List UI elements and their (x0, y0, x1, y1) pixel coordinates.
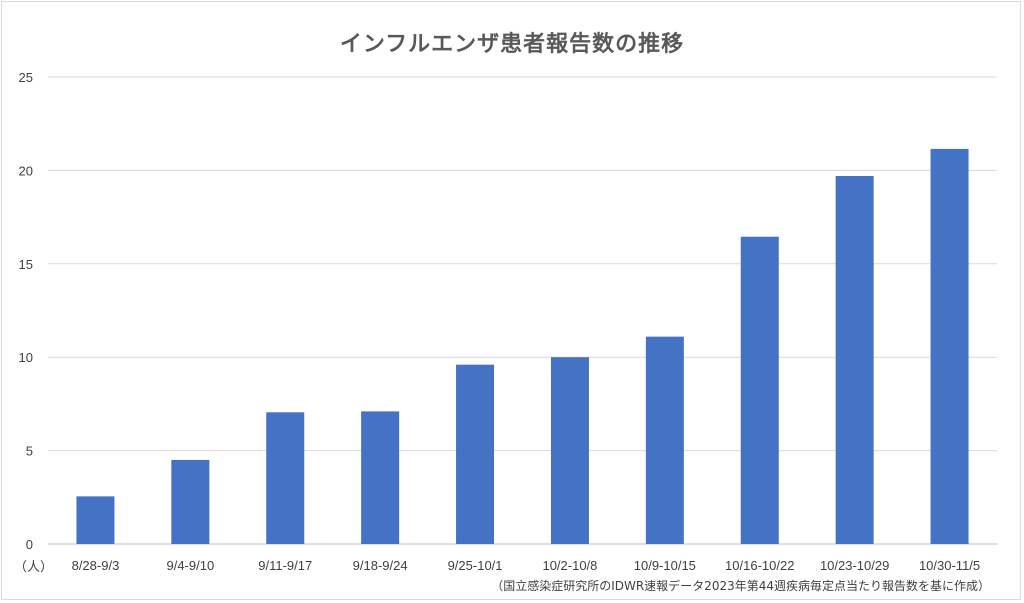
y-axis-tick-labels: 0 5 10 15 20 25 (19, 70, 33, 552)
y-tick-label: 15 (19, 257, 33, 272)
bar (645, 336, 684, 544)
x-tick-label: 10/16-10/22 (725, 558, 794, 573)
bar (930, 148, 969, 544)
bar (76, 496, 115, 544)
chart-title: インフルエンザ患者報告数の推移 (339, 32, 685, 57)
bars (76, 148, 969, 545)
x-tick-label: 10/2-10/8 (542, 558, 597, 573)
y-axis-unit-label: （人） (14, 560, 53, 575)
x-tick-label: 9/25-10/1 (448, 558, 503, 573)
y-tick-label: 5 (26, 444, 33, 459)
bar (550, 357, 589, 544)
x-axis-tick-labels: 8/28-9/3 9/4-9/10 9/11-9/17 9/18-9/24 9/25-1… (72, 558, 981, 573)
x-tick-label: 10/30-11/5 (919, 558, 980, 573)
bar (266, 412, 305, 544)
source-note: （国立感染症研究所のIDWR速報データ2023年第44週疾病毎定点当たり報告数を… (491, 579, 990, 593)
y-tick-label: 0 (26, 537, 33, 552)
x-tick-label: 10/23-10/29 (820, 558, 889, 573)
x-tick-label: 8/28-9/3 (72, 558, 120, 573)
y-tick-label: 20 (19, 163, 33, 178)
x-tick-label: 9/4-9/10 (166, 558, 214, 573)
bar (361, 411, 400, 544)
x-tick-label: 9/18-9/24 (353, 558, 408, 573)
y-tick-label: 25 (19, 70, 33, 85)
bar (171, 459, 210, 544)
bar (740, 236, 779, 545)
y-tick-label: 10 (19, 350, 33, 365)
x-tick-label: 9/11-9/17 (258, 558, 312, 573)
bar (835, 176, 874, 544)
bar (456, 364, 495, 544)
x-tick-label: 10/9-10/15 (634, 558, 696, 573)
